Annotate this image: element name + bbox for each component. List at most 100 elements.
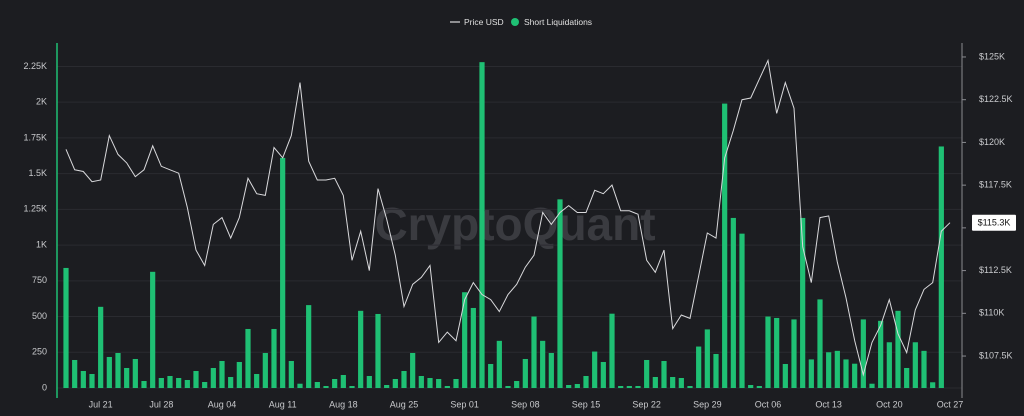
- bar: [748, 384, 754, 388]
- bar: [817, 299, 823, 388]
- bar: [384, 384, 390, 388]
- bar: [280, 157, 286, 388]
- y2-tick-label: $112.5K: [979, 265, 1012, 275]
- bar: [228, 376, 234, 388]
- bar: [288, 360, 294, 388]
- bar: [869, 383, 875, 388]
- bar: [522, 358, 528, 388]
- bar: [427, 377, 433, 388]
- bar: [193, 370, 199, 388]
- bar: [531, 316, 537, 388]
- bar: [557, 199, 563, 388]
- bar: [210, 367, 216, 388]
- bar: [548, 352, 554, 388]
- bar: [314, 381, 320, 388]
- bar: [297, 383, 303, 388]
- bar: [791, 319, 797, 388]
- bar: [262, 352, 268, 388]
- y-tick-label: 2K: [36, 97, 47, 107]
- bar: [106, 356, 112, 388]
- bar: [618, 385, 624, 388]
- y-tick-label: 1K: [36, 239, 47, 249]
- x-tick-label: Oct 20: [876, 399, 903, 409]
- bar: [323, 385, 329, 388]
- bar: [834, 350, 840, 388]
- legend-label: Short Liquidations: [524, 17, 592, 27]
- bar: [852, 363, 858, 388]
- y2-tick-label: $117.5K: [979, 180, 1012, 190]
- bar: [895, 310, 901, 388]
- legend-dot: [511, 18, 519, 26]
- price-line: [65, 58, 951, 377]
- bar: [583, 375, 589, 388]
- bar: [652, 376, 658, 388]
- bar: [271, 328, 277, 388]
- bar: [375, 313, 381, 388]
- bar: [453, 378, 459, 388]
- bar: [184, 379, 190, 388]
- bar: [158, 377, 164, 388]
- bar: [661, 360, 667, 388]
- x-tick-label: Jul 28: [149, 399, 173, 409]
- bar: [600, 361, 606, 388]
- bar: [904, 367, 910, 388]
- bar: [696, 346, 702, 388]
- bar: [444, 385, 450, 388]
- bar: [886, 342, 892, 388]
- bar: [236, 361, 242, 388]
- bar: [115, 352, 121, 388]
- bar: [505, 385, 511, 388]
- bar: [132, 358, 138, 388]
- x-tick-label: Sep 22: [632, 399, 661, 409]
- bar: [609, 313, 615, 388]
- y-tick-label: 1.5K: [28, 168, 47, 178]
- bar: [574, 383, 580, 388]
- bar: [826, 352, 832, 388]
- price-marker-box: [972, 214, 1016, 231]
- legend-label: Price USD: [464, 17, 504, 27]
- bar: [808, 359, 814, 388]
- x-tick-label: Aug 11: [269, 399, 297, 409]
- x-tick-label: Oct 27: [937, 399, 964, 409]
- bar: [756, 385, 762, 388]
- x-tick-label: Oct 13: [815, 399, 842, 409]
- bar: [626, 385, 632, 388]
- y2-tick-label: $110K: [979, 308, 1004, 318]
- bar: [202, 381, 208, 388]
- bar: [687, 385, 693, 388]
- bar: [540, 340, 546, 388]
- y2-tick-label: $120K: [979, 137, 1005, 147]
- watermark: CryptoQuant: [374, 198, 655, 250]
- bar: [774, 317, 780, 388]
- bar: [167, 375, 173, 388]
- bar: [782, 363, 788, 388]
- bar: [878, 320, 884, 388]
- bar: [219, 360, 225, 388]
- y-tick-label: 0: [42, 382, 47, 392]
- y-tick-label: 500: [32, 311, 47, 321]
- bar: [366, 375, 372, 388]
- bar: [765, 316, 771, 388]
- bar: [332, 378, 338, 388]
- bar: [462, 292, 468, 388]
- bar: [860, 319, 866, 388]
- y2-tick-label: $125K: [979, 51, 1005, 61]
- bar: [349, 385, 355, 388]
- x-tick-label: Sep 29: [693, 399, 722, 409]
- bar: [488, 363, 494, 388]
- x-tick-label: Oct 06: [755, 399, 782, 409]
- bar: [566, 384, 572, 388]
- bar: [678, 377, 684, 388]
- bar: [141, 380, 147, 388]
- bar: [401, 370, 407, 388]
- bar: [410, 352, 416, 388]
- bar: [72, 359, 78, 388]
- x-tick-label: Aug 25: [390, 399, 419, 409]
- bar: [704, 329, 710, 388]
- bar: [418, 375, 424, 388]
- y-tick-label: 250: [32, 347, 47, 357]
- bar: [89, 373, 95, 388]
- x-tick-label: Sep 01: [450, 399, 479, 409]
- y-tick-label: 1.25K: [23, 204, 47, 214]
